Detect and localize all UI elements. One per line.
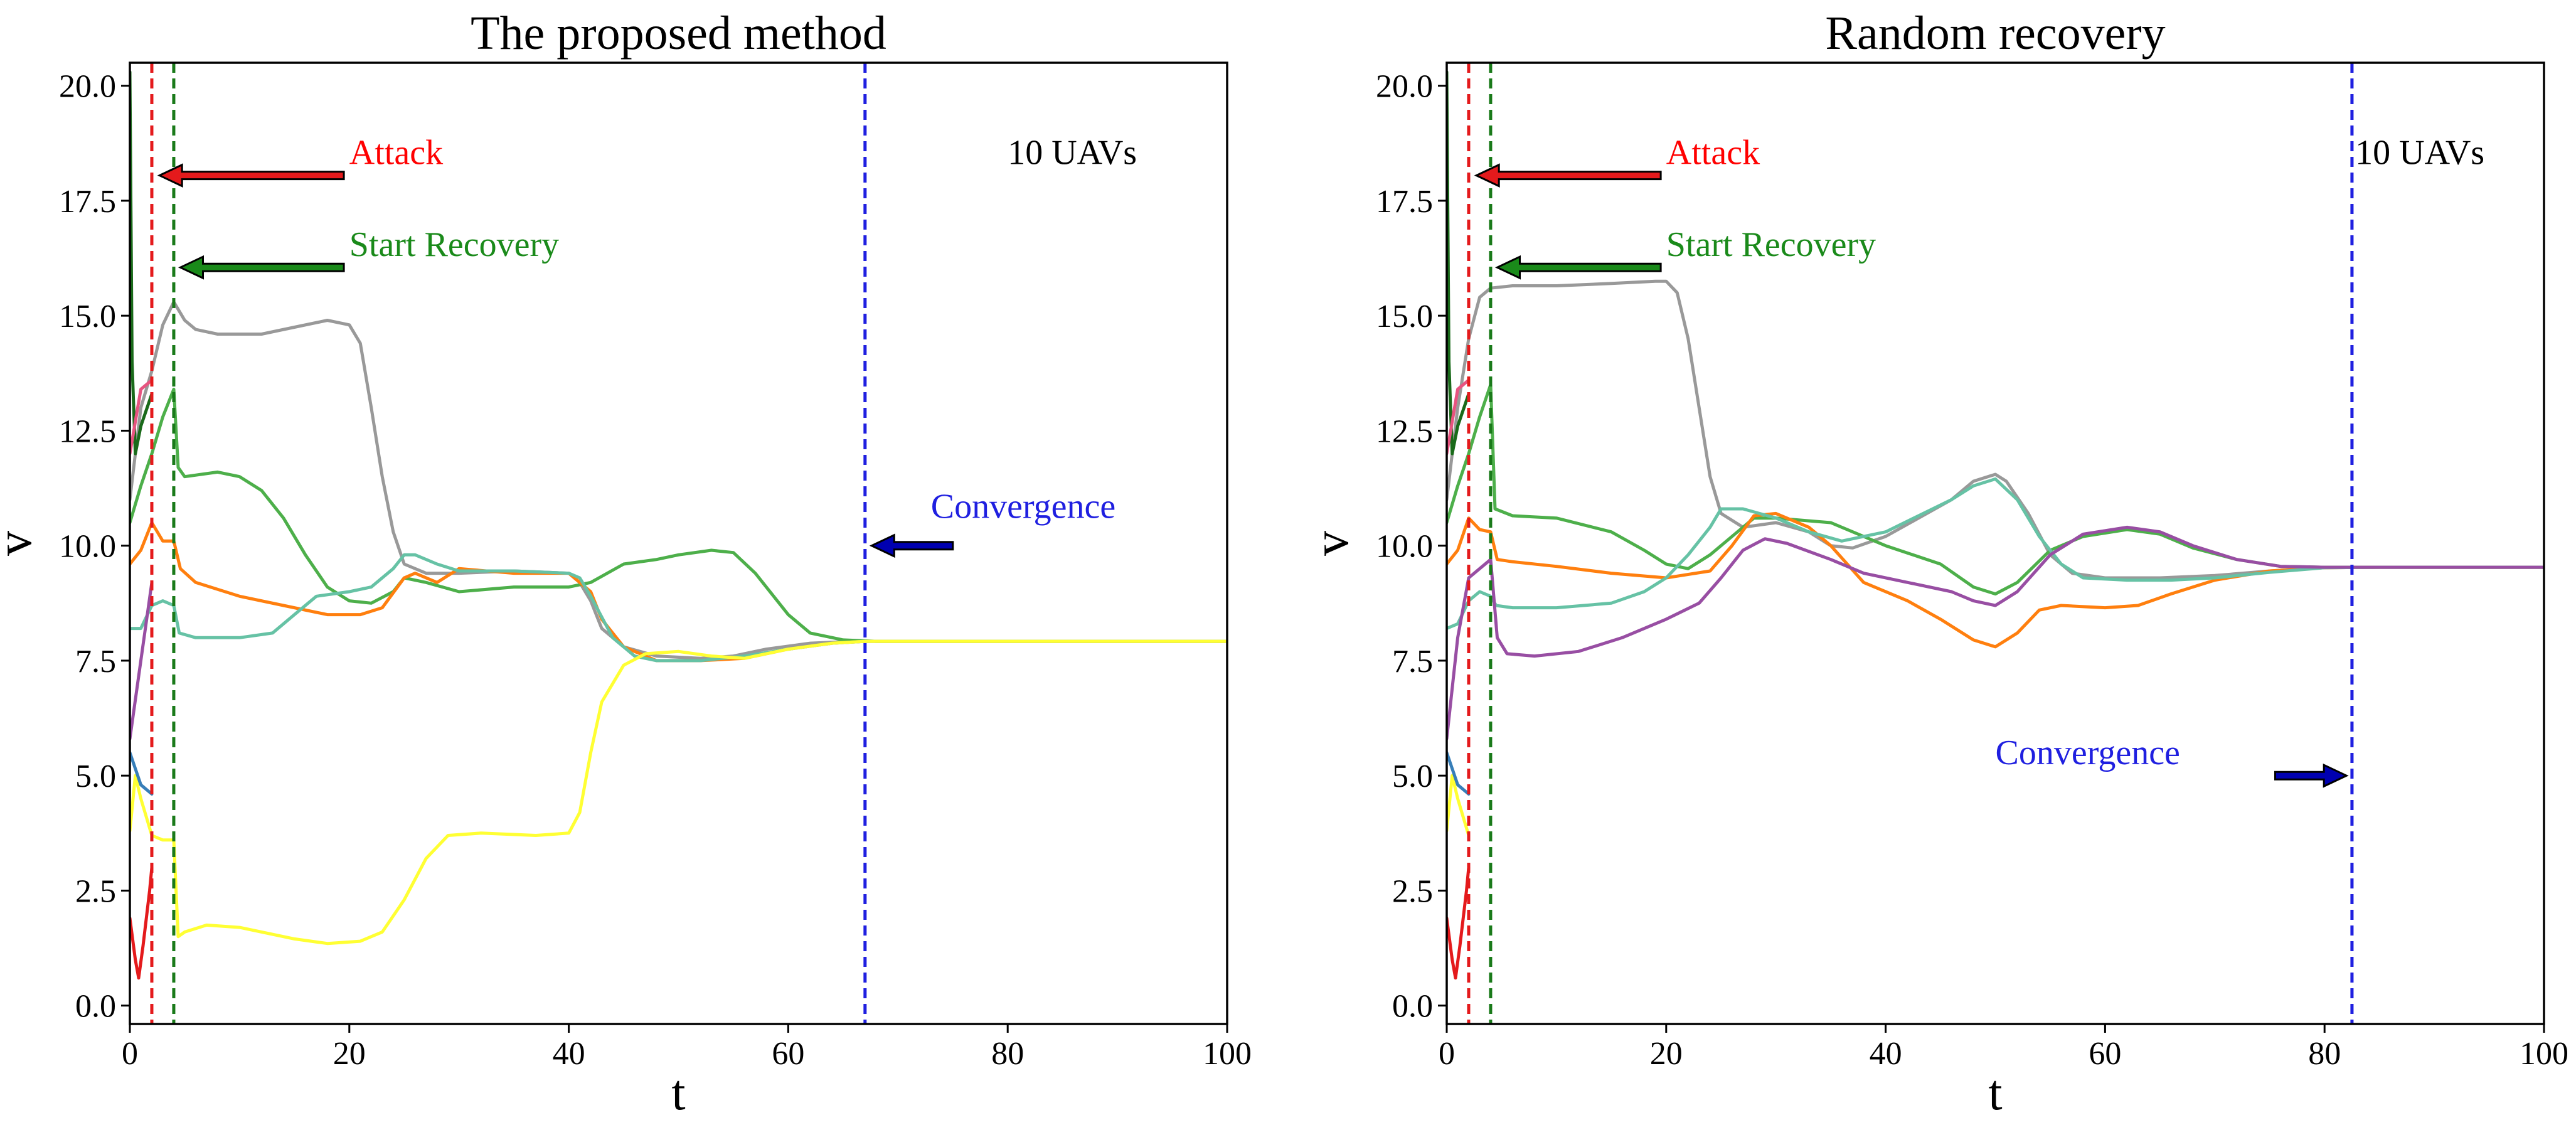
y-tick-label: 7.5: [1392, 644, 1433, 680]
y-tick-label: 2.5: [1392, 873, 1433, 909]
attack-annotation-text: Attack: [349, 133, 443, 172]
y-tick-label: 5.0: [1392, 759, 1433, 794]
attack-annotation-text: Attack: [1666, 133, 1760, 172]
plot-area: [1447, 70, 2544, 980]
series-line-uav-green: [1447, 383, 2544, 596]
chart-title: The proposed method: [471, 7, 886, 60]
convergence-annotation-text: Convergence: [1996, 733, 2180, 772]
y-tick-label: 2.5: [75, 873, 116, 909]
series-line-uav-blue: [1447, 751, 1471, 796]
y-tick-label: 15.0: [59, 299, 116, 334]
uav-count-label: 10 UAVs: [1008, 133, 1137, 172]
y-tick-label: 15.0: [1376, 299, 1433, 334]
x-tick-label: 80: [2308, 1036, 2341, 1072]
y-tick-label: 0.0: [1392, 989, 1433, 1025]
y-tick-label: 20.0: [59, 69, 116, 105]
y-tick-label: 5.0: [75, 759, 116, 794]
y-tick-label: 10.0: [59, 529, 116, 565]
x-tick-label: 40: [1870, 1036, 1902, 1072]
convergence-annotation-arrow: [2274, 763, 2349, 788]
x-tick-label: 0: [122, 1036, 138, 1072]
y-axis-label: v: [1304, 531, 1359, 556]
y-tick-label: 17.5: [1376, 184, 1433, 220]
x-tick-label: 80: [991, 1036, 1024, 1072]
x-tick-label: 20: [1650, 1036, 1683, 1072]
convergence-annotation-text: Convergence: [931, 488, 1115, 526]
series-line-uav-pink: [130, 378, 154, 456]
attack-annotation-arrow: [157, 163, 345, 188]
series-line-uav-gray: [1447, 279, 2544, 580]
series-line-uav-darkgreen: [130, 70, 154, 456]
x-tick-label: 60: [2089, 1036, 2121, 1072]
chart-random-recovery: Random recovery Attack Start Recovery Conve…: [1304, 7, 2568, 1121]
series-line-uav-yellow: [1447, 774, 1471, 837]
axes-frame: [1445, 61, 2545, 1025]
y-tick-label: 10.0: [1376, 529, 1433, 565]
series-line-uav-gray: [130, 300, 1227, 660]
series-line-uav-red: [1447, 866, 1471, 980]
x-axis-label: t: [671, 1065, 685, 1121]
attack-annotation-arrow: [1474, 163, 1662, 188]
y-tick-label: 7.5: [75, 644, 116, 680]
x-axis-label: t: [1988, 1065, 2002, 1121]
y-tick-label: 20.0: [1376, 69, 1433, 105]
series-line-uav-red: [130, 866, 154, 980]
series-line-uav-orange: [1447, 511, 2544, 649]
series-line-uav-purple: [1447, 525, 2544, 740]
series-line-uav-teal: [130, 553, 1227, 663]
x-tick-label: 0: [1439, 1036, 1455, 1072]
uav-count-label: 10 UAVs: [2355, 133, 2484, 172]
x-tick-label: 100: [1203, 1036, 1252, 1072]
recovery-annotation-arrow: [1494, 255, 1662, 280]
series-line-uav-blue: [130, 751, 154, 796]
recovery-annotation-arrow: [178, 255, 345, 280]
recovery-annotation-text: Start Recovery: [349, 225, 559, 264]
series-line-uav-pink: [1447, 378, 1471, 456]
series-line-uav-purple: [130, 580, 154, 740]
x-tick-label: 60: [772, 1036, 804, 1072]
x-tick-label: 20: [333, 1036, 366, 1072]
axes-frame: [129, 61, 1228, 1025]
y-axis-label: v: [0, 531, 42, 556]
convergence-annotation-arrow: [869, 533, 954, 558]
y-tick-label: 0.0: [75, 989, 116, 1025]
series-line-uav-yellow: [130, 639, 1227, 946]
y-tick-label: 12.5: [59, 413, 116, 449]
series-line-uav-darkgreen: [1447, 70, 1471, 456]
chart-proposed-method: The proposed method Attack Start Recovery C…: [0, 7, 1252, 1121]
x-tick-label: 100: [2520, 1036, 2568, 1072]
chart-title: Random recovery: [1825, 7, 2165, 60]
recovery-annotation-text: Start Recovery: [1666, 225, 1876, 264]
series-line-uav-teal: [1447, 477, 2544, 631]
x-tick-label: 40: [553, 1036, 585, 1072]
y-tick-label: 12.5: [1376, 413, 1433, 449]
y-tick-label: 17.5: [59, 184, 116, 220]
